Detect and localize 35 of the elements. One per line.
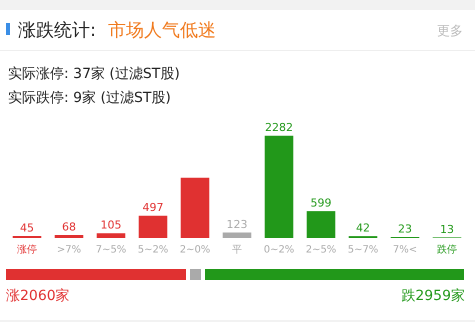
chart-subtitle: 市场人气低迷	[108, 20, 216, 41]
bar	[264, 136, 294, 238]
text: 实际涨停: 37家 (过滤ST股)	[8, 65, 180, 83]
bar	[96, 233, 126, 238]
data-label: 2282	[265, 121, 293, 134]
x-tick-label: 7~5%	[96, 244, 126, 256]
text: 涨2060家	[6, 287, 70, 305]
data-label: 45	[20, 221, 34, 234]
bar	[306, 211, 336, 238]
x-tick-label: >7%	[56, 244, 82, 256]
x-tick-label: 跌停	[437, 244, 457, 256]
x-tick-label: 5~2%	[138, 244, 168, 256]
x-tick-label: 平	[232, 244, 242, 256]
x-tick-label: 5~7%	[348, 244, 378, 256]
bar	[180, 178, 210, 238]
x-tick-label: 7%<	[392, 244, 418, 256]
bar	[138, 216, 168, 238]
bar	[54, 234, 84, 238]
text: 更多	[437, 23, 463, 40]
text: 跌2959家	[401, 287, 465, 305]
text: 实际跌停: 9家 (过滤ST股)	[8, 89, 171, 107]
x-tick-label: 0~2%	[264, 244, 294, 256]
data-label: 13	[440, 222, 454, 236]
x-tick-label: 2~5%	[306, 244, 336, 256]
bar	[222, 232, 252, 238]
data-label: 497	[142, 201, 164, 214]
chart-title: 涨跌统计:	[18, 20, 96, 41]
x-tick-label: 涨停	[17, 244, 37, 256]
x-tick-label: 2~0%	[180, 244, 210, 256]
data-label: 123	[226, 218, 248, 231]
data-label: 105	[100, 218, 122, 232]
data-label: 599	[310, 196, 332, 210]
data-label: 42	[356, 221, 370, 234]
data-label: 68	[62, 220, 76, 234]
data-label: 23	[398, 222, 412, 236]
